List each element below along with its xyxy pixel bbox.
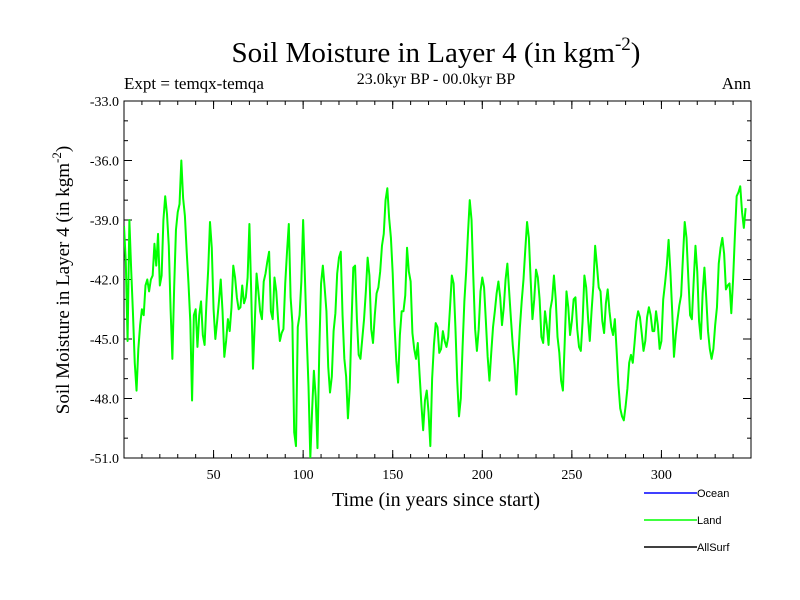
y-axis-label: Soil Moisture in Layer 4 (in kgm-2) (49, 146, 74, 414)
y-tick-label: -39.0 (90, 214, 119, 229)
legend: Ocean Land AllSurf (644, 488, 730, 554)
chart-title-main: Soil Moisture in Layer 4 (in kgm (232, 37, 616, 69)
x-tick-label: 100 (293, 468, 314, 483)
y-tick-label: -51.0 (90, 452, 119, 467)
y-tick-label: -48.0 (90, 393, 119, 408)
plot-frame (123, 100, 752, 459)
y-axis-label-close: ) (53, 146, 74, 152)
series-group (124, 159, 747, 458)
y-tick-label: -33.0 (90, 95, 119, 110)
series-line-land (124, 159, 747, 458)
x-tick-label: 150 (382, 468, 403, 483)
legend-label-land: Land (697, 515, 721, 527)
x-tick-label: 250 (561, 468, 582, 483)
x-axis-label: Time (in years since start) (332, 489, 540, 511)
season-label: Ann (722, 74, 752, 93)
x-axis-ticks: 50 100 150 200 250 300 (141, 101, 734, 483)
legend-label-allsurf: AllSurf (697, 542, 730, 554)
legend-label-ocean: Ocean (697, 488, 729, 500)
y-tick-label: -45.0 (90, 333, 119, 348)
y-axis-ticks: -51.0 -48.0 -45.0 -42.0 -39.0 -36.0 -33.0 (90, 95, 751, 467)
x-tick-label: 200 (472, 468, 493, 483)
chart-title-sup: -2 (615, 34, 631, 55)
y-axis-label-sup: -2 (49, 152, 64, 163)
y-tick-label: -36.0 (90, 155, 119, 170)
period-label: 23.0kyr BP - 00.0kyr BP (357, 71, 516, 88)
expt-label: Expt = temqx-temqa (124, 74, 264, 93)
x-tick-label: 300 (651, 468, 672, 483)
y-tick-label: -42.0 (90, 274, 119, 289)
chart-title: Soil Moisture in Layer 4 (in kgm-2) (232, 34, 641, 69)
y-axis-label-main: Soil Moisture in Layer 4 (in kgm (53, 163, 74, 414)
x-tick-label: 50 (207, 468, 221, 483)
chart-title-close: ) (631, 37, 641, 69)
